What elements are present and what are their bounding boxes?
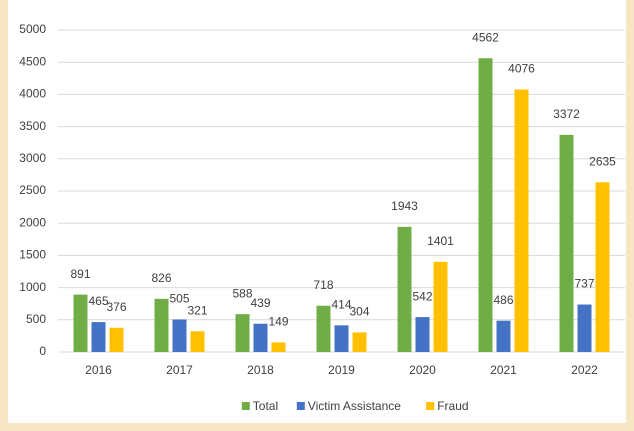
bar bbox=[352, 332, 367, 352]
y-tick-label: 3000 bbox=[19, 151, 46, 165]
data-label: 4076 bbox=[508, 62, 535, 76]
data-label: 1401 bbox=[427, 234, 454, 248]
legend-label: Total bbox=[253, 399, 278, 413]
bar bbox=[433, 261, 448, 352]
legend-swatch bbox=[296, 402, 305, 410]
data-label: 3372 bbox=[553, 107, 580, 121]
y-tick-label: 5000 bbox=[19, 22, 46, 36]
bar bbox=[235, 314, 250, 352]
x-tick-label: 2022 bbox=[571, 363, 598, 377]
bar bbox=[496, 320, 511, 352]
legend-label: Victim Assistance bbox=[308, 399, 401, 413]
y-tick-label: 3500 bbox=[19, 119, 46, 133]
legend-swatch bbox=[241, 402, 250, 410]
data-label: 321 bbox=[187, 303, 207, 317]
bar bbox=[190, 331, 205, 352]
data-label: 891 bbox=[70, 267, 90, 281]
data-label: 414 bbox=[331, 298, 351, 312]
y-tick-label: 2000 bbox=[19, 215, 46, 229]
data-label: 149 bbox=[268, 315, 288, 329]
bar bbox=[559, 134, 574, 352]
x-tick-label: 2021 bbox=[490, 363, 517, 377]
data-label: 588 bbox=[232, 286, 252, 300]
data-label: 718 bbox=[313, 278, 333, 292]
y-tick-label: 4000 bbox=[19, 87, 46, 101]
y-tick-label: 1000 bbox=[19, 280, 46, 294]
data-label: 304 bbox=[349, 305, 369, 319]
data-label: 737 bbox=[574, 277, 594, 291]
data-label: 826 bbox=[151, 271, 171, 285]
x-tick-label: 2017 bbox=[166, 363, 193, 377]
bar bbox=[73, 294, 88, 352]
data-label: 4562 bbox=[472, 30, 499, 44]
legend-swatch bbox=[426, 402, 435, 410]
y-tick-label: 0 bbox=[39, 344, 46, 358]
bar bbox=[154, 298, 169, 352]
y-tick-label: 1500 bbox=[19, 248, 46, 262]
bar bbox=[253, 323, 268, 352]
x-tick-label: 2016 bbox=[85, 363, 112, 377]
data-label: 542 bbox=[412, 289, 432, 303]
bar bbox=[316, 305, 331, 352]
y-tick-label: 2500 bbox=[19, 183, 46, 197]
data-label: 465 bbox=[88, 294, 108, 308]
bar bbox=[478, 58, 493, 352]
x-tick-label: 2018 bbox=[247, 363, 274, 377]
x-tick-label: 2019 bbox=[328, 363, 355, 377]
legend-label: Fraud bbox=[437, 399, 468, 413]
data-label: 1943 bbox=[391, 199, 418, 213]
bar bbox=[334, 325, 349, 352]
bar bbox=[109, 327, 124, 352]
data-label: 439 bbox=[250, 296, 270, 310]
bar bbox=[172, 319, 187, 352]
data-label: 505 bbox=[169, 292, 189, 306]
bar bbox=[397, 226, 412, 352]
bar bbox=[271, 342, 286, 352]
x-tick-label: 2020 bbox=[409, 363, 436, 377]
data-label: 2635 bbox=[589, 154, 616, 168]
bar bbox=[514, 89, 529, 352]
bar bbox=[91, 322, 106, 352]
bar bbox=[595, 182, 610, 352]
data-label: 486 bbox=[493, 293, 513, 307]
data-label: 376 bbox=[106, 300, 126, 314]
y-tick-label: 4500 bbox=[19, 54, 46, 68]
bar bbox=[577, 304, 592, 352]
bar bbox=[415, 317, 430, 352]
y-tick-label: 500 bbox=[26, 312, 46, 326]
